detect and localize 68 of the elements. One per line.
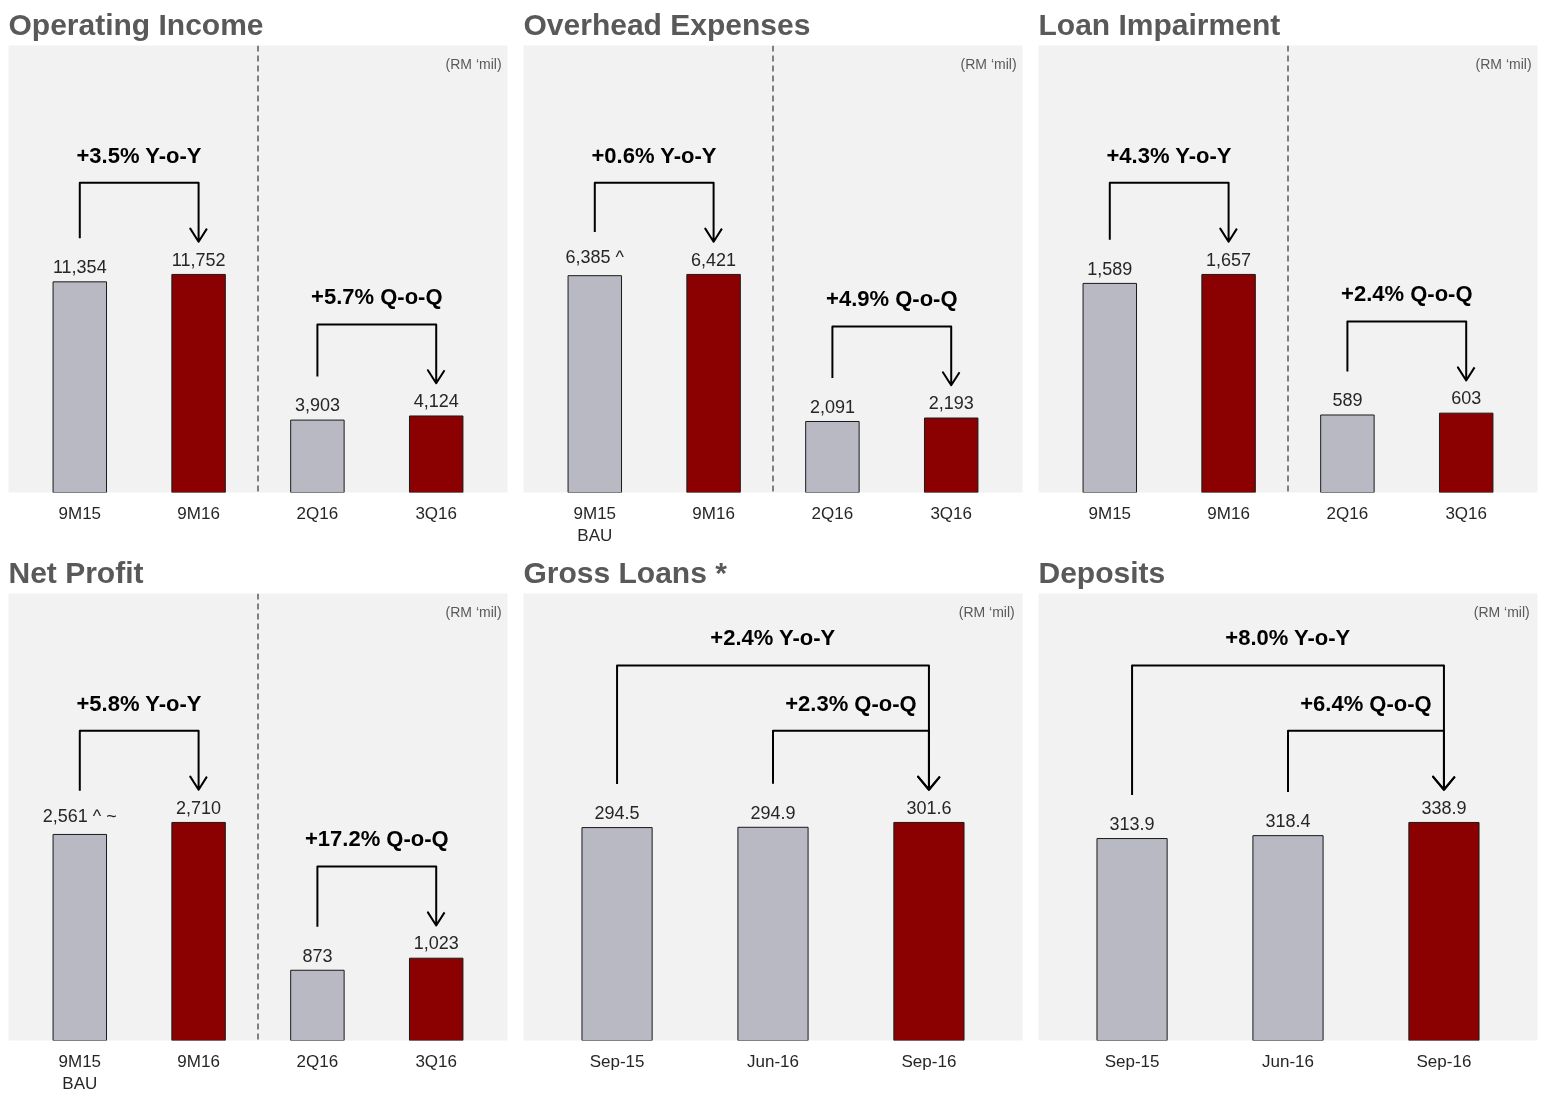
data-label: 338.9 <box>1421 797 1467 818</box>
text: +6.4% Q-o-Q <box>1300 690 1432 716</box>
chart-title: Operating Income <box>8 7 264 41</box>
chart-title: Deposits <box>1038 555 1166 589</box>
chart-subtitle: (RM ‘mil) <box>445 604 502 621</box>
chart-subtitle: (RM ‘mil) <box>1473 604 1530 621</box>
x-tick-label: Jun-16 <box>747 1051 799 1071</box>
x-tick-label: Sep-16 <box>1416 1051 1472 1071</box>
x-tick-label: Jun-16 <box>1262 1051 1314 1071</box>
x-tick-label: 2Q16 <box>1326 503 1369 523</box>
text: +2.4% Y-o-Y <box>710 625 836 651</box>
text: +2.3% Q-o-Q <box>785 690 917 716</box>
annotation: +5.7% Q-o-Q <box>311 284 443 310</box>
x-tick-label: 9M16 <box>177 503 220 523</box>
annotation: +4.9% Q-o-Q <box>826 286 958 312</box>
x-tick-label: 9M15 BAU <box>573 503 617 546</box>
x-tick-label: 3Q16 <box>1445 503 1488 523</box>
data-label: 1,589 <box>1087 258 1133 279</box>
x-tick-label: 9M15 <box>58 503 102 523</box>
data-label: 603 <box>1451 388 1482 409</box>
x-tick-label: 3Q16 <box>930 503 973 523</box>
data-label: 4,124 <box>413 391 459 412</box>
x-tick-label: 3Q16 <box>415 503 458 523</box>
chart-subtitle: (RM ‘mil) <box>960 56 1017 73</box>
data-label: 873 <box>302 945 333 966</box>
data-label: 11,752 <box>171 249 226 270</box>
data-label: 294.5 <box>594 802 640 823</box>
x-tick-label: 9M15 <box>1088 503 1132 523</box>
x-tick-label: Sep-15 <box>1104 1051 1160 1071</box>
data-label: 2,193 <box>928 393 974 414</box>
data-label: 3,903 <box>294 395 340 416</box>
data-label: 313.9 <box>1109 813 1155 834</box>
chart-subtitle: (RM ‘mil) <box>445 56 502 73</box>
data-label: 2,561 ^ ~ <box>42 805 117 826</box>
data-label: 11,354 <box>52 257 107 278</box>
annotation: +2.4% Q-o-Q <box>1341 281 1473 307</box>
chart-title: Net Profit <box>8 555 144 589</box>
data-label: 2,710 <box>176 797 222 818</box>
x-tick-label: 2Q16 <box>811 503 854 523</box>
data-label: 294.9 <box>750 802 796 823</box>
data-label: 1,023 <box>413 933 459 954</box>
x-tick-label: 9M16 <box>177 1051 220 1071</box>
x-tick-label: 9M15 BAU <box>58 1051 102 1094</box>
chart-title: Gross Loans * <box>523 555 728 589</box>
x-tick-label: 2Q16 <box>296 503 339 523</box>
data-label: 6,385 ^ <box>565 246 625 267</box>
annotation: +17.2% Q-o-Q <box>304 826 449 852</box>
text: +4.3% Y-o-Y <box>1106 142 1232 168</box>
data-label: 589 <box>1332 390 1363 411</box>
x-tick-label: 9M16 <box>1207 503 1250 523</box>
text: +8.0% Y-o-Y <box>1225 625 1351 651</box>
x-tick-label: 3Q16 <box>415 1051 458 1071</box>
chart-subtitle: (RM ‘mil) <box>1475 56 1532 73</box>
data-label: 301.6 <box>906 797 952 818</box>
chart-subtitle: (RM ‘mil) <box>958 604 1015 621</box>
text: +5.8% Y-o-Y <box>76 690 202 716</box>
x-tick-label: Sep-16 <box>901 1051 957 1071</box>
text: +0.6% Y-o-Y <box>591 142 717 168</box>
data-label: 318.4 <box>1265 810 1311 831</box>
text: +3.5% Y-o-Y <box>76 142 202 168</box>
chart-title: Overhead Expenses <box>523 7 811 41</box>
chart-title: Loan Impairment <box>1038 7 1281 41</box>
data-label: 6,421 <box>691 249 737 270</box>
data-label: 2,091 <box>809 396 855 417</box>
x-tick-label: 2Q16 <box>296 1051 339 1071</box>
x-tick-label: 9M16 <box>692 503 735 523</box>
x-tick-label: Sep-15 <box>589 1051 645 1071</box>
data-label: 1,657 <box>1206 249 1252 270</box>
